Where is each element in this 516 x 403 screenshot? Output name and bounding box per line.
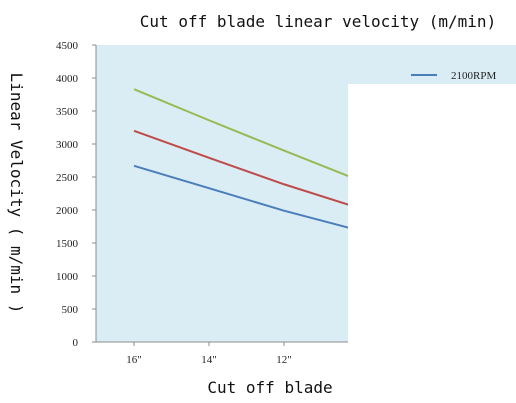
occluding-panel [348, 84, 516, 403]
series-line-2 [133, 88, 360, 182]
y-tick-label: 1500 [56, 238, 79, 250]
y-tick-label: 4000 [56, 73, 79, 85]
x-tick-layer: 16" 14" 12" [126, 342, 292, 366]
chart-title: Cut off blade linear velocity (m/min) [140, 12, 496, 31]
series-layer [133, 88, 360, 232]
x-axis-label: Cut off blade [207, 378, 332, 397]
y-tick-layer: 0 500 1000 1500 2000 2500 3000 3500 4000 4500 [56, 40, 96, 349]
y-axis-label: Linear Velocity ( m/min ) [7, 73, 26, 314]
y-tick-label: 2000 [56, 205, 79, 217]
y-tick-label: 3500 [56, 106, 79, 118]
y-tick-label: 1000 [56, 271, 79, 283]
x-tick-label: 12" [276, 354, 292, 366]
series-line-0 [133, 164, 360, 232]
y-tick-label: 2500 [56, 172, 79, 184]
series-line-1 [133, 129, 360, 209]
y-tick-label: 4500 [56, 40, 79, 52]
x-tick-label: 14" [201, 354, 217, 366]
y-tick-label: 3000 [56, 139, 79, 151]
legend: 2100RPM [411, 70, 496, 82]
legend-label-2100rpm: 2100RPM [451, 70, 496, 82]
y-tick-label: 0 [73, 337, 79, 349]
x-tick-label: 16" [126, 354, 142, 366]
y-tick-label: 500 [62, 304, 79, 316]
